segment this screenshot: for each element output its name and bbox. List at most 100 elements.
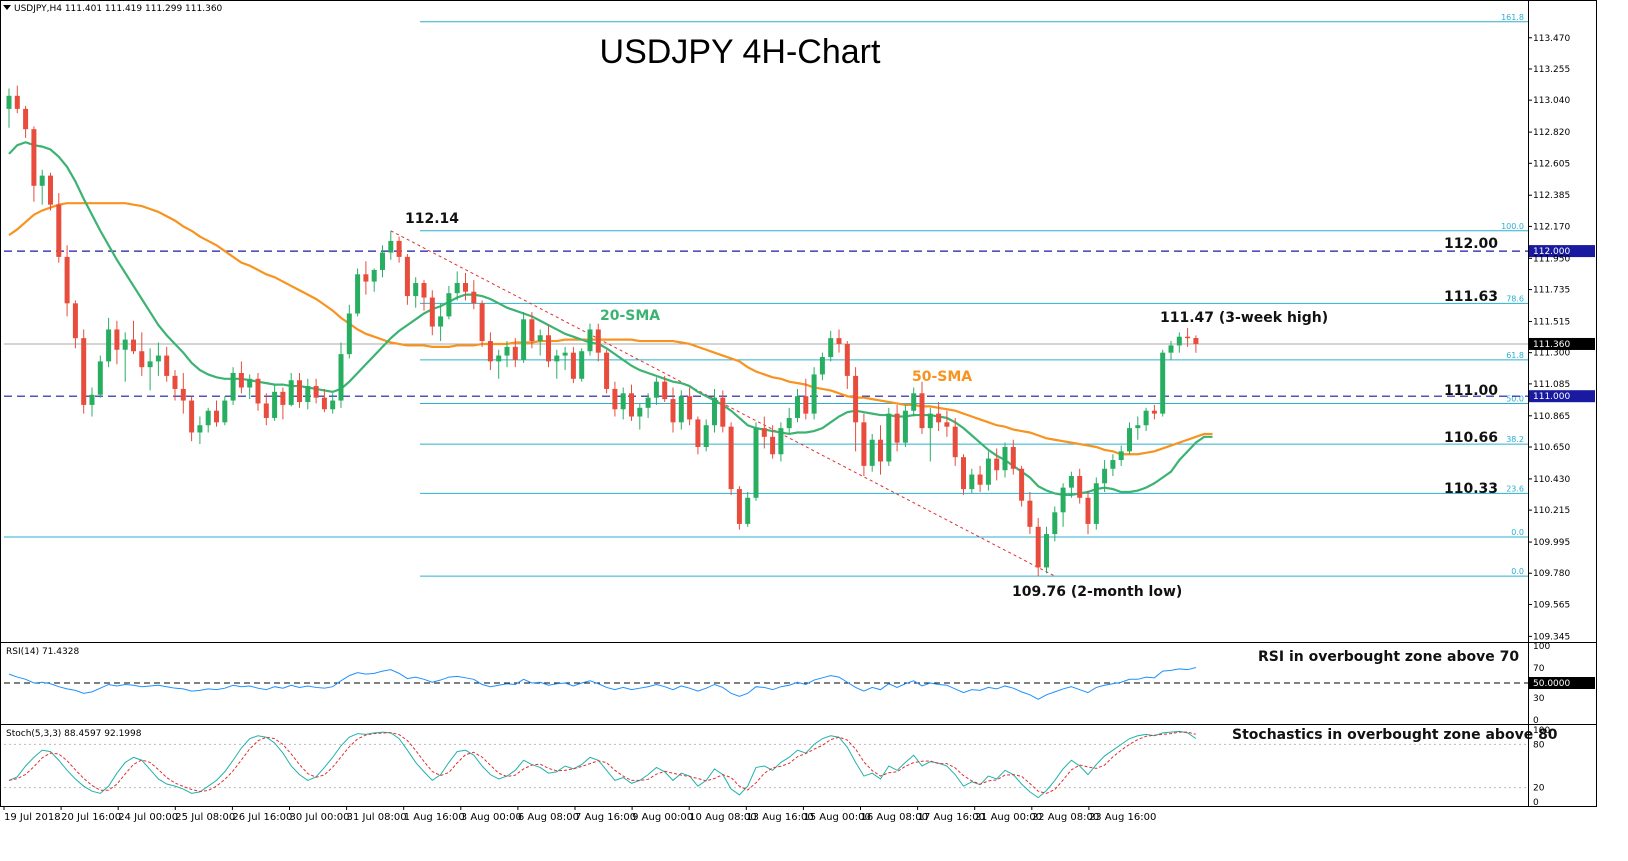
fib-label: 38.2 [1506,435,1524,444]
time-tick-label: 30 Jul 00:00 [290,812,350,823]
candle-body [346,313,352,355]
candle-body [977,474,983,485]
candle-body [587,329,593,352]
candle [911,387,917,417]
candle [446,285,452,320]
time-tick-label: 17 Aug 16:00 [918,812,985,823]
candle-body [89,394,95,405]
candle [255,372,261,411]
rsi-tick-label: 0 [1533,716,1539,726]
price-tick-label: 110.215 [1533,506,1570,516]
candle [421,280,427,311]
time-tick-label: 15 Aug 00:00 [803,812,870,823]
candle [529,312,535,349]
candle-body [562,352,568,356]
candle [371,268,377,292]
candle-body [338,354,344,401]
price-tick-label: 112.820 [1533,128,1570,138]
candle-body [297,380,302,403]
candle [570,346,576,384]
level-label-110-33: 110.33 [1444,481,1498,497]
candle [1168,341,1174,360]
candle [695,416,701,455]
candle [280,387,286,420]
candle [1085,490,1091,535]
rsi-line [8,666,1197,700]
candle-body [454,283,460,294]
candle-body [695,419,701,447]
candle [587,323,593,356]
candle [612,381,618,417]
candle-body [288,380,294,405]
level-tag [1529,390,1595,403]
candle-body [645,397,651,408]
candle-body [778,428,784,455]
candle [819,352,825,381]
candle [238,361,244,394]
candle [944,410,950,437]
sma20-label: 20-SMA [600,308,660,324]
candle-body [97,361,103,395]
candle [803,378,809,420]
time-tick-label: 23 Aug 16:00 [1089,812,1156,823]
level-tag-label: 111.000 [1533,392,1570,402]
candle [147,348,153,391]
candle-body [1052,512,1058,535]
candle [1118,445,1124,466]
candle-body [869,439,875,466]
candle-body [355,274,361,314]
candle [562,346,568,371]
candle [64,245,70,317]
candle-body [1127,428,1132,452]
candle-body [952,426,958,458]
level-tag [1529,245,1595,258]
candle-body [703,425,709,447]
fib-label: 0.0 [1511,528,1524,537]
candle [728,422,734,495]
candle [678,390,684,430]
candle-body [122,339,128,350]
price-axis: 113.470 113.255 113.040 112.820 112.605 112.3… [1528,34,1570,642]
candle-body [471,291,477,304]
candle [886,407,892,466]
candle [106,317,112,368]
candle [927,407,933,462]
candle [770,425,776,459]
candle-body [1102,468,1108,484]
candle [305,378,311,410]
time-tick-label: 26 Jul 16:00 [232,812,292,823]
time-tick-label: 20 Jul 16:00 [61,812,121,823]
candle-body [944,422,950,427]
candle-body [6,95,12,109]
candle [463,272,468,301]
candle-body [1151,410,1157,414]
candle-body [795,396,800,418]
candle [487,332,493,371]
candle [330,393,336,414]
collapse-arrow-icon[interactable] [3,5,11,10]
candle-body [230,372,236,401]
candle [795,388,800,423]
candle-body [678,396,684,423]
candle-body [811,374,817,414]
candle-body [911,393,917,411]
candle [969,468,975,494]
candle [1093,477,1099,530]
candle [6,88,12,128]
current-price-tag [1529,337,1595,350]
candle [595,323,601,362]
sma-50-line [8,202,1213,456]
round-number-levels: 112.000 111.000 111.360 [4,245,1595,403]
candle-body [886,413,892,462]
price-tick-label: 113.470 [1533,34,1570,44]
candle [230,367,236,405]
candle [297,372,302,408]
candle [985,451,991,491]
candle [662,375,668,403]
candle [1052,506,1058,542]
candle-body [247,378,253,388]
rsi-tick-label: 50.0000 [1533,679,1570,689]
candle-body [72,303,78,339]
